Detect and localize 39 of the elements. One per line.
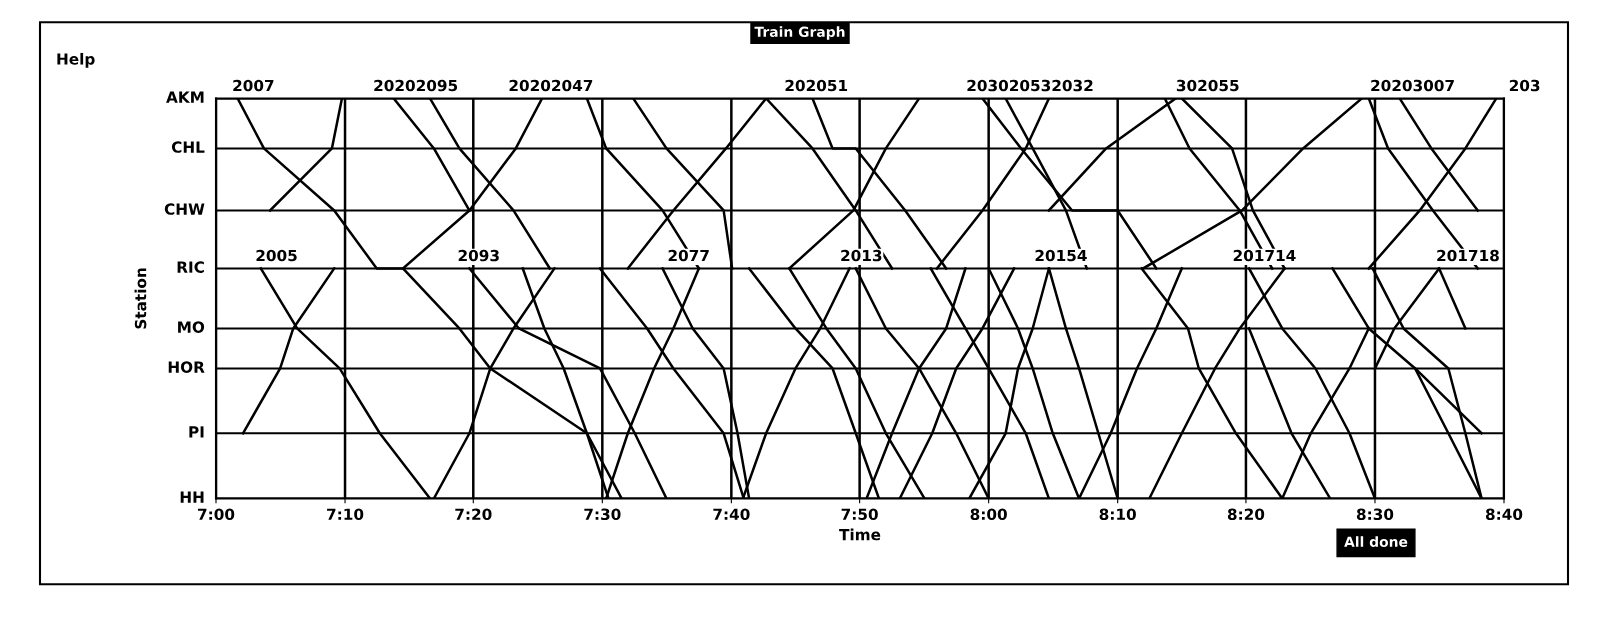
text: 302055 [1176, 79, 1239, 92]
y-axis-title: Station [134, 268, 147, 329]
x-tick-label: 8:40 [1485, 508, 1523, 521]
x-tick-label: 7:10 [327, 508, 364, 521]
annotation: 2005 [256, 249, 297, 262]
x-tick-label: 7:40 [713, 508, 750, 521]
x-tick-label: 7:20 [455, 508, 492, 521]
annotation: 201718 [1437, 249, 1499, 262]
text: All done [1344, 536, 1408, 547]
ref-line-label: CHW [164, 203, 205, 215]
annotation: 201714 [1233, 249, 1296, 262]
text: 20202095 [374, 79, 458, 92]
ref-line-label: HH [180, 491, 204, 503]
x-tick-label: 7:30 [584, 508, 621, 521]
ref-line-label: AKM [166, 91, 204, 103]
x-tick-label: 8:20 [1227, 508, 1265, 521]
x-axis-title: Time [839, 528, 881, 541]
ref-line-label: HOR [168, 361, 205, 373]
chart-title: Train Graph [754, 26, 845, 40]
ref-line-label: CHL [171, 141, 205, 153]
text: 20203007 [1371, 79, 1454, 92]
ref-line-label: RIC [177, 261, 204, 273]
ref-line-label: PI [189, 426, 204, 438]
ref-line-label: MO [178, 321, 205, 333]
x-tick-label: 7:50 [841, 508, 878, 521]
annotation: 2077 [668, 249, 709, 262]
annotation: 2093 [458, 249, 499, 262]
text: 203 [1509, 79, 1540, 92]
text: 202051 [785, 79, 848, 92]
text: 2007 [233, 79, 274, 92]
x-tick-label: 8:00 [970, 508, 1007, 521]
text: 203020532032 [967, 79, 1093, 92]
text: Help [57, 52, 95, 68]
x-tick-label: 8:30 [1356, 508, 1394, 521]
x-tick-label: 8:10 [1099, 508, 1136, 521]
text: 20202047 [509, 79, 593, 92]
x-tick-label: 7:00 [198, 508, 235, 521]
annotation: 2013 [841, 249, 882, 262]
annotation: 20154 [1035, 249, 1087, 262]
